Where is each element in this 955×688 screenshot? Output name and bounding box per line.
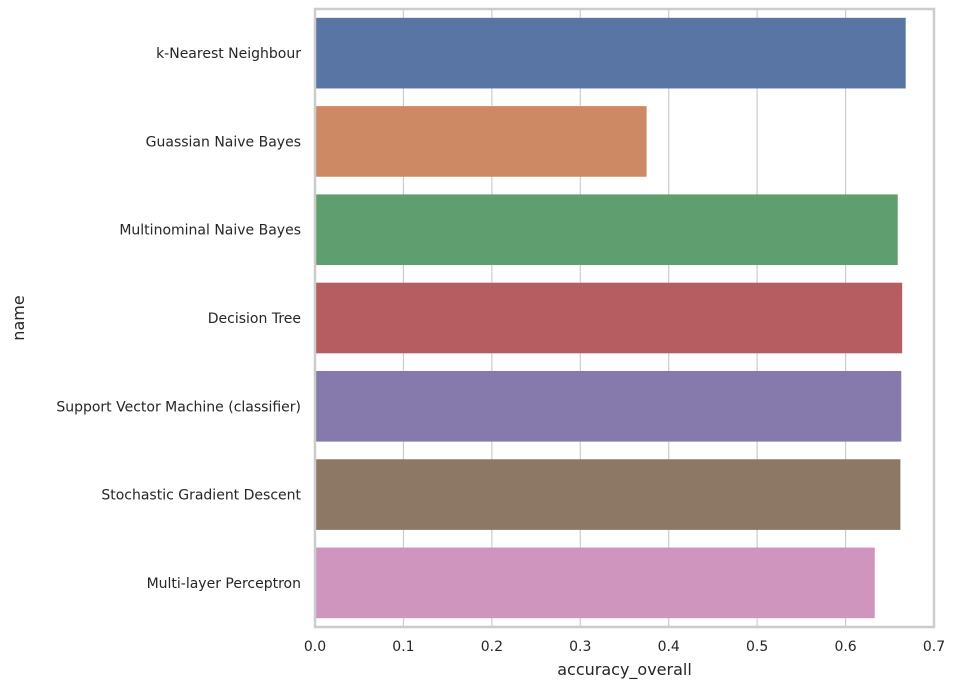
y-category-label: k-Nearest Neighbour — [156, 46, 301, 62]
x-tick-label: 0.7 — [923, 639, 945, 655]
bar — [315, 17, 906, 89]
bar — [315, 459, 901, 530]
x-tick-label: 0.2 — [481, 639, 503, 655]
bar — [315, 370, 902, 442]
y-category-label: Support Vector Machine (classifier) — [56, 399, 301, 415]
bars — [315, 17, 906, 619]
x-axis-label: accuracy_overall — [557, 660, 692, 680]
y-axis-label: name — [9, 295, 28, 340]
y-category-label: Stochastic Gradient Descent — [101, 488, 301, 504]
y-category-label: Multinominal Naive Bayes — [119, 223, 301, 239]
bar — [315, 194, 898, 266]
x-tick-label: 0.4 — [658, 639, 680, 655]
bar — [315, 282, 903, 354]
x-tick-label: 0.3 — [569, 639, 591, 655]
y-category-label: Guassian Naive Bayes — [146, 134, 301, 150]
y-category-label: Multi-layer Perceptron — [147, 576, 301, 592]
x-tick-label: 0.0 — [304, 639, 326, 655]
bar — [315, 547, 875, 619]
x-tick-label: 0.5 — [746, 639, 768, 655]
plot-frame — [313, 7, 936, 629]
y-category-labels: k-Nearest Neighbour Guassian Naive Bayes M… — [56, 46, 301, 592]
y-category-label: Decision Tree — [208, 311, 301, 327]
x-tick-label: 0.1 — [392, 639, 414, 655]
x-tick-label: 0.6 — [834, 639, 856, 655]
x-tick-labels: 0.0 0.1 0.2 0.3 0.4 0.5 0.6 0.7 — [304, 639, 945, 655]
bar — [315, 106, 647, 177]
